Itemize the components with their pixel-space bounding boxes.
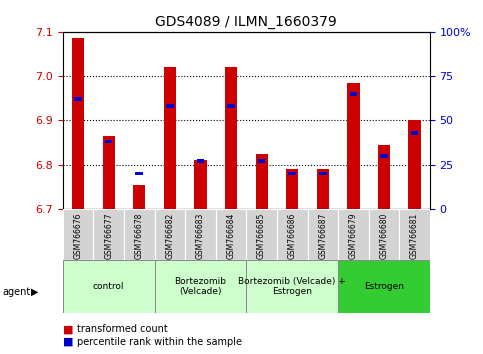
Bar — [399, 209, 430, 260]
Text: transformed count: transformed count — [77, 324, 168, 334]
Text: percentile rank within the sample: percentile rank within the sample — [77, 337, 242, 347]
Text: GSM766687: GSM766687 — [318, 213, 327, 259]
Text: GSM766685: GSM766685 — [257, 213, 266, 259]
Bar — [135, 172, 143, 175]
Bar — [409, 120, 421, 209]
Text: GSM766677: GSM766677 — [104, 213, 113, 259]
Text: ■: ■ — [63, 337, 73, 347]
Text: GSM766686: GSM766686 — [288, 213, 297, 259]
Bar — [102, 136, 115, 209]
Bar — [246, 209, 277, 260]
Bar — [380, 154, 388, 158]
Text: Estrogen: Estrogen — [364, 282, 404, 291]
Bar — [378, 145, 390, 209]
Bar — [338, 260, 430, 313]
Text: ▶: ▶ — [31, 287, 39, 297]
Bar — [258, 159, 266, 163]
Bar — [216, 209, 246, 260]
Bar — [317, 169, 329, 209]
Bar — [256, 154, 268, 209]
Bar — [124, 209, 155, 260]
Bar — [133, 184, 145, 209]
Title: GDS4089 / ILMN_1660379: GDS4089 / ILMN_1660379 — [156, 16, 337, 29]
Bar — [227, 104, 235, 108]
Bar — [369, 209, 399, 260]
Text: GSM766684: GSM766684 — [227, 213, 236, 259]
Text: GSM766683: GSM766683 — [196, 213, 205, 259]
Bar — [308, 209, 338, 260]
Bar — [155, 209, 185, 260]
Text: GSM766676: GSM766676 — [73, 213, 83, 259]
Text: agent: agent — [2, 287, 30, 297]
Bar — [286, 169, 298, 209]
Bar — [63, 260, 155, 313]
Bar — [197, 159, 204, 163]
Text: GSM766679: GSM766679 — [349, 213, 358, 259]
Text: GSM766680: GSM766680 — [380, 213, 388, 259]
Bar — [63, 209, 93, 260]
Text: GSM766681: GSM766681 — [410, 213, 419, 259]
Bar — [166, 104, 174, 108]
Bar — [338, 209, 369, 260]
Bar — [288, 172, 296, 175]
Bar — [72, 39, 84, 209]
Text: GSM766682: GSM766682 — [165, 213, 174, 259]
Bar — [74, 97, 82, 101]
Bar — [194, 160, 207, 209]
Bar — [411, 131, 418, 135]
Bar — [350, 92, 357, 96]
Bar — [93, 209, 124, 260]
Text: ■: ■ — [63, 324, 73, 334]
Bar — [105, 140, 113, 143]
Bar — [155, 260, 246, 313]
Text: control: control — [93, 282, 125, 291]
Text: Bortezomib (Velcade) +
Estrogen: Bortezomib (Velcade) + Estrogen — [238, 277, 346, 296]
Bar — [347, 83, 359, 209]
Text: Bortezomib
(Velcade): Bortezomib (Velcade) — [174, 277, 227, 296]
Text: GSM766678: GSM766678 — [135, 213, 144, 259]
Bar — [277, 209, 308, 260]
Bar — [319, 172, 327, 175]
Bar — [246, 260, 338, 313]
Bar — [164, 67, 176, 209]
Bar — [185, 209, 216, 260]
Bar — [225, 67, 237, 209]
